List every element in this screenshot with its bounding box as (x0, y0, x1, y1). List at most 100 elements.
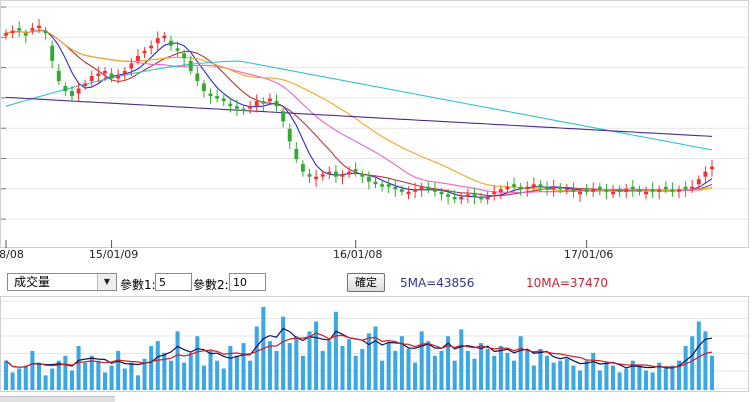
candle-body (677, 189, 681, 192)
volume-bar (208, 350, 213, 390)
candle-body (17, 28, 22, 31)
candle-body (63, 86, 68, 92)
candle-body (624, 189, 629, 192)
candle-body (155, 38, 160, 44)
candle-body (261, 101, 266, 104)
candle-body (188, 60, 193, 71)
candle-body (129, 63, 134, 69)
volume-bar (241, 343, 246, 390)
candle-body (294, 148, 299, 160)
volume-bar (195, 336, 200, 390)
candle-body (663, 186, 668, 190)
candle-body (327, 171, 332, 175)
volume-bar (221, 368, 226, 390)
candle-body (498, 189, 503, 192)
volume-bar (149, 346, 154, 390)
candle-body (168, 40, 173, 46)
volume-bar (426, 341, 431, 390)
volume-bar (307, 331, 312, 390)
volume-bar (465, 350, 470, 390)
volume-bar (83, 362, 88, 390)
candle-body (630, 186, 635, 190)
volume-bar (248, 360, 253, 390)
volume-bar (122, 368, 127, 390)
indicator-select-value: 成交量 (14, 275, 51, 289)
candle-body (597, 186, 602, 190)
candle-body (426, 186, 431, 190)
volume-bar (518, 336, 523, 390)
candle-body (70, 91, 74, 97)
volume-bar (287, 343, 292, 390)
confirm-button[interactable]: 確定 (347, 273, 385, 292)
param1-input[interactable] (155, 273, 192, 291)
volume-bar (492, 355, 497, 390)
volume-bar (419, 331, 424, 390)
candle-body (56, 70, 61, 82)
candle-body (683, 186, 688, 190)
volume-bar (413, 362, 418, 390)
volume-bar (23, 365, 28, 390)
candle-body (89, 75, 94, 82)
volume-bar (168, 360, 173, 390)
candle-body (525, 186, 530, 190)
candle-body (241, 108, 246, 112)
volume-bar (446, 336, 451, 390)
candle-body (109, 73, 114, 79)
param1-label: 參數1: (120, 278, 156, 292)
param2-input[interactable] (229, 273, 266, 291)
candle-body (142, 50, 147, 54)
volume-bar (162, 352, 167, 390)
volume-bar (551, 362, 556, 390)
volume-bar (545, 355, 550, 390)
volume-bar (611, 365, 616, 390)
candle-body (30, 28, 35, 31)
candle-body (195, 73, 200, 82)
candle-body (380, 184, 385, 187)
candle-body (399, 189, 404, 192)
volume-bar (558, 360, 563, 390)
indicator-toolbar: 成交量 ▼ 參數1: 參數2: 確定 5MA=43856 10MA=37470 (0, 270, 754, 296)
candle-body (366, 176, 371, 182)
ma120-line (5, 60, 713, 151)
volume-bar (76, 346, 81, 390)
candle-body (307, 174, 312, 177)
candle-body (37, 25, 41, 29)
price-grid (1, 6, 748, 220)
candle-body (254, 101, 259, 107)
candle-body (571, 189, 576, 192)
chevron-down-icon[interactable]: ▼ (97, 274, 116, 290)
volume-bar (670, 365, 675, 390)
volume-bar (399, 336, 404, 390)
volume-bar (50, 368, 55, 390)
volume-bar (683, 346, 688, 390)
volume-bar (366, 333, 371, 390)
candle-body (505, 186, 510, 190)
volume-bar (650, 372, 655, 390)
horizontal-scrollbar[interactable] (0, 396, 115, 402)
candle-body (591, 189, 596, 192)
candle-body (287, 128, 292, 142)
candle-body (274, 101, 279, 107)
candle-body (518, 186, 523, 190)
volume-bar (512, 360, 517, 390)
candle-body (386, 184, 391, 187)
candle-body (657, 189, 662, 192)
volume-bar (274, 350, 279, 390)
x-tick-label: 16/01/08 (333, 248, 382, 261)
candle-body (333, 171, 338, 177)
candlesticks (4, 18, 714, 205)
candle-body (644, 191, 648, 195)
candle-body (122, 70, 127, 74)
candle-body (564, 189, 569, 191)
volume-ma10-line (5, 332, 713, 368)
candle-body (208, 93, 213, 97)
x-tick-label: 17/01/06 (564, 248, 613, 261)
volume-bar (155, 341, 160, 390)
candle-body (472, 194, 477, 197)
indicator-select[interactable]: 成交量 ▼ (7, 273, 117, 291)
volume-bar (3, 360, 9, 390)
ma10-line (5, 30, 713, 197)
candle-body (452, 196, 457, 200)
candle-body (103, 70, 107, 74)
volume-bar (393, 350, 398, 390)
